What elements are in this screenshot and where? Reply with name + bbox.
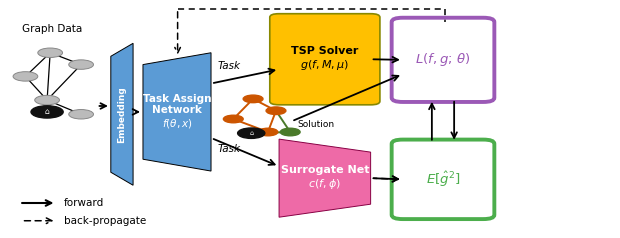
Circle shape (13, 72, 38, 81)
Polygon shape (111, 43, 133, 185)
Circle shape (266, 107, 286, 114)
Circle shape (35, 95, 60, 105)
Polygon shape (279, 139, 371, 217)
FancyBboxPatch shape (270, 14, 380, 105)
Text: ⌂: ⌂ (249, 131, 253, 136)
Circle shape (38, 48, 63, 58)
Text: Task: Task (217, 144, 240, 154)
FancyBboxPatch shape (392, 139, 494, 219)
Text: Graph Data: Graph Data (22, 24, 82, 34)
Circle shape (258, 128, 278, 136)
Text: ⌂: ⌂ (45, 107, 50, 116)
Text: TSP Solver
$g(f, M, \mu)$: TSP Solver $g(f, M, \mu)$ (291, 46, 358, 72)
Circle shape (31, 106, 63, 118)
Circle shape (280, 128, 300, 136)
Text: back-propagate: back-propagate (64, 216, 146, 226)
Text: Task Assign
Network
$f(\theta, x)$: Task Assign Network $f(\theta, x)$ (143, 94, 211, 130)
Text: Solution: Solution (298, 120, 335, 129)
Circle shape (69, 109, 94, 119)
Circle shape (223, 115, 243, 123)
FancyBboxPatch shape (392, 18, 494, 102)
Text: $E[\hat{g}^2]$: $E[\hat{g}^2]$ (426, 170, 460, 189)
Text: Surrogate Net
$c(f, \phi)$: Surrogate Net $c(f, \phi)$ (281, 165, 369, 191)
Polygon shape (143, 53, 211, 171)
Circle shape (69, 60, 94, 69)
Text: $L(f, g;\,\theta)$: $L(f, g;\,\theta)$ (415, 51, 471, 68)
Circle shape (243, 95, 263, 103)
Text: forward: forward (64, 198, 104, 208)
Text: Task: Task (217, 61, 240, 71)
Text: Embedding: Embedding (117, 86, 126, 143)
Circle shape (237, 128, 265, 139)
